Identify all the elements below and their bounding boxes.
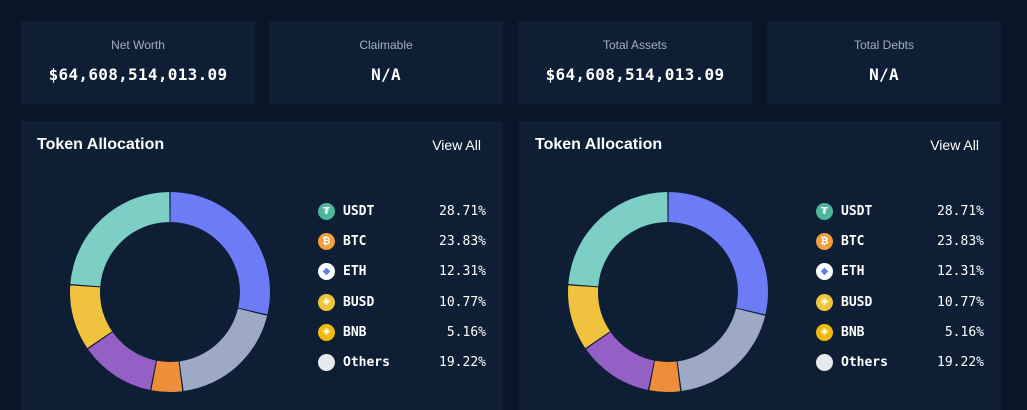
ethereum-icon: ◆ <box>318 263 335 281</box>
legend-token-percent: 23.83% <box>937 234 984 250</box>
claimable-card: Claimable N/A <box>269 21 503 104</box>
legend-token-name: ETH <box>343 264 367 280</box>
net-worth-value: $64,608,514,013.09 <box>48 65 228 84</box>
allocation-donut-chart <box>70 192 270 392</box>
legend-item-bnb: ◈ BNB 5.16% <box>816 323 984 354</box>
legend-token-name: ETH <box>841 264 865 280</box>
legend-item-eth: ◆ ETH 12.31% <box>318 263 486 293</box>
donut-slice-btc[interactable] <box>568 192 668 287</box>
bitcoin-icon: ₿ <box>318 233 335 251</box>
bnb-icon: ◈ <box>816 323 833 341</box>
legend-token-percent: 23.83% <box>439 234 486 250</box>
token-allocation-panel: Token Allocation View All ₮ USDT 28.71% ₿ BT… <box>21 121 503 410</box>
legend-item-btc: ₿ BTC 23.83% <box>816 233 984 263</box>
legend-token-percent: 28.71% <box>937 204 984 219</box>
token-allocation-panel: Token Allocation View All ₮ USDT 28.71% ₿ BT… <box>519 121 1001 410</box>
panel-title: Token Allocation <box>535 136 663 153</box>
donut-slice-busd[interactable] <box>568 285 611 349</box>
others-icon <box>318 353 335 371</box>
legend-token-percent: 28.71% <box>439 204 486 219</box>
total-debts-card: Total Debts N/A <box>767 21 1001 104</box>
total-debts-value: N/A <box>869 65 899 84</box>
legend-token-name: BTC <box>343 234 367 250</box>
net-worth-label: Net Worth <box>111 38 165 52</box>
donut-slice-eth[interactable] <box>88 332 157 390</box>
legend-token-percent: 5.16% <box>446 324 486 340</box>
legend-item-usdt: ₮ USDT 28.71% <box>318 203 486 233</box>
legend-token-percent: 10.77% <box>439 294 486 310</box>
legend-token-percent: 5.16% <box>944 324 984 340</box>
donut-slice-eth[interactable] <box>586 332 655 390</box>
legend-item-others: Others 19.22% <box>318 353 486 384</box>
tether-icon: ₮ <box>318 203 335 220</box>
total-assets-value: $64,608,514,013.09 <box>545 65 725 84</box>
donut-slice-usdt[interactable] <box>668 192 768 315</box>
legend-item-busd: ◈ BUSD 10.77% <box>816 293 984 324</box>
donut-slice-bnb[interactable] <box>151 360 183 392</box>
legend-item-bnb: ◈ BNB 5.16% <box>318 323 486 354</box>
legend-token-name: BTC <box>841 234 865 250</box>
legend-token-name: USDT <box>343 204 375 219</box>
allocation-legend: ₮ USDT 28.71% ₿ BTC 23.83% ◆ ETH 12.31% ◈ BUSD 10.7… <box>318 203 486 384</box>
legend-token-name: BNB <box>343 324 367 340</box>
bitcoin-icon: ₿ <box>816 233 833 251</box>
legend-item-eth: ◆ ETH 12.31% <box>816 263 984 293</box>
busd-icon: ◈ <box>318 293 335 311</box>
claimable-label: Claimable <box>359 38 413 52</box>
legend-item-busd: ◈ BUSD 10.77% <box>318 293 486 324</box>
legend-token-name: Others <box>343 354 390 370</box>
net-worth-card: Net Worth $64,608,514,013.09 <box>21 21 255 104</box>
tether-icon: ₮ <box>816 203 833 220</box>
busd-icon: ◈ <box>816 293 833 311</box>
donut-slice-usdt[interactable] <box>170 192 270 315</box>
legend-token-percent: 19.22% <box>937 354 984 370</box>
legend-token-name: BUSD <box>343 294 375 310</box>
legend-item-others: Others 19.22% <box>816 353 984 384</box>
allocation-legend: ₮ USDT 28.71% ₿ BTC 23.83% ◆ ETH 12.31% ◈ BUSD 10.7… <box>816 203 984 384</box>
legend-token-percent: 19.22% <box>439 354 486 370</box>
legend-item-btc: ₿ BTC 23.83% <box>318 233 486 263</box>
legend-token-percent: 12.31% <box>439 264 486 280</box>
view-all-link[interactable]: View All <box>930 137 979 153</box>
legend-token-name: BUSD <box>841 294 873 310</box>
total-assets-label: Total Assets <box>602 38 668 52</box>
donut-slice-others[interactable] <box>179 308 268 392</box>
claimable-value: N/A <box>371 65 401 84</box>
others-icon <box>816 353 833 371</box>
view-all-link[interactable]: View All <box>432 137 481 153</box>
allocation-donut-chart <box>568 192 768 392</box>
legend-token-name: Others <box>841 354 888 370</box>
bnb-icon: ◈ <box>318 323 335 341</box>
ethereum-icon: ◆ <box>816 263 833 281</box>
legend-token-percent: 12.31% <box>937 264 984 280</box>
legend-token-percent: 10.77% <box>937 294 984 310</box>
panel-title: Token Allocation <box>37 136 165 153</box>
legend-item-usdt: ₮ USDT 28.71% <box>816 203 984 233</box>
donut-slice-busd[interactable] <box>70 285 113 349</box>
legend-token-name: USDT <box>841 204 873 219</box>
total-assets-card: Total Assets $64,608,514,013.09 <box>518 21 752 104</box>
legend-token-name: BNB <box>841 324 865 340</box>
donut-slice-bnb[interactable] <box>649 360 681 392</box>
donut-slice-others[interactable] <box>677 308 766 392</box>
total-debts-label: Total Debts <box>853 38 915 52</box>
donut-slice-btc[interactable] <box>70 192 170 287</box>
